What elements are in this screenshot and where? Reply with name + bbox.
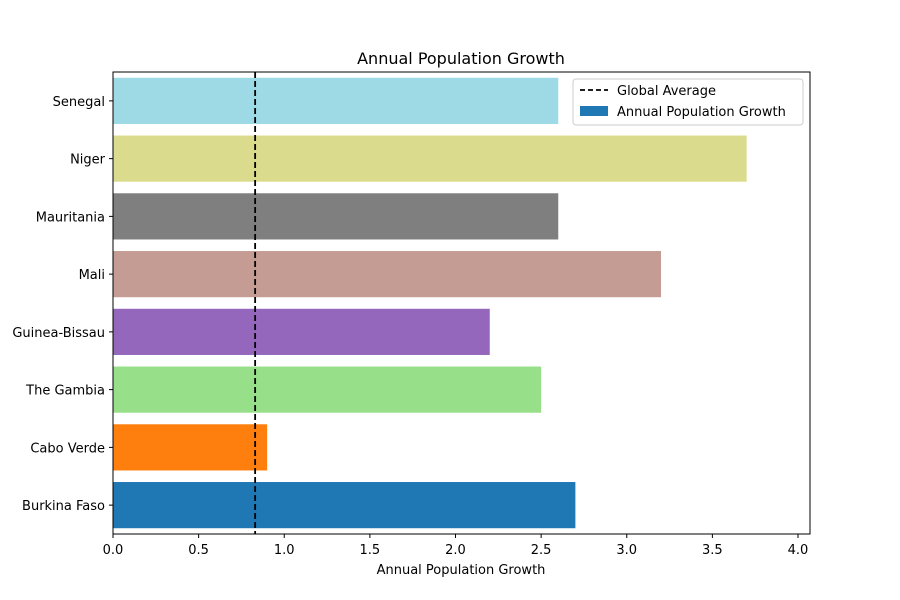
x-tick-label: 2.0 — [445, 543, 466, 558]
chart-title: Annual Population Growth — [357, 49, 565, 68]
x-tick-label: 1.0 — [274, 543, 295, 558]
y-tick-label: Mauritania — [36, 210, 105, 225]
x-tick-label: 3.0 — [616, 543, 637, 558]
x-tick-label: 4.0 — [788, 543, 809, 558]
bar-burkina-faso — [113, 482, 576, 529]
bar-niger — [113, 135, 747, 182]
legend-population-growth-label: Annual Population Growth — [617, 105, 786, 120]
y-tick-label: Guinea-Bissau — [12, 326, 105, 341]
bar-guinea-bissau — [113, 308, 490, 355]
legend-global-average-label: Global Average — [617, 84, 716, 99]
x-tick-label: 3.5 — [702, 543, 723, 558]
plot-frame — [112, 71, 811, 535]
x-tick-label: 1.5 — [360, 543, 381, 558]
bar-mauritania — [113, 193, 559, 240]
y-tick-label: Senegal — [53, 95, 105, 110]
y-tick-label: Mali — [79, 268, 105, 283]
x-axis-label: Annual Population Growth — [377, 563, 546, 578]
plot-area: Burkina Faso Cabo Verde The Gambia Guinea-B… — [12, 71, 811, 558]
legend-population-growth-swatch — [580, 106, 608, 116]
bar-senegal — [113, 77, 559, 124]
legend-box — [572, 78, 804, 126]
y-tick-label: The Gambia — [25, 384, 105, 399]
y-tick-label: Cabo Verde — [30, 441, 105, 456]
x-tick-label: 0.5 — [188, 543, 209, 558]
x-tick-label: 2.5 — [531, 543, 552, 558]
bar-the-gambia — [113, 366, 542, 413]
y-tick-label: Burkina Faso — [22, 499, 105, 514]
legend: Global Average Annual Population Growth — [572, 78, 804, 126]
bar-mali — [113, 251, 662, 298]
x-tick-label: 0.0 — [103, 543, 124, 558]
y-tick-label: Niger — [70, 153, 106, 168]
bar-cabo-verde — [113, 424, 268, 471]
